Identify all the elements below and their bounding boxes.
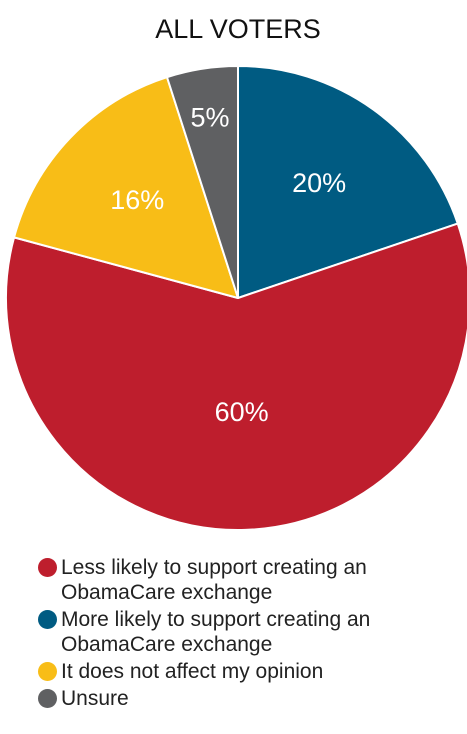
- legend-label: It does not affect my opinion: [61, 660, 324, 683]
- pie-slice: [237, 65, 459, 299]
- legend-swatch: [38, 610, 57, 629]
- legend-swatch: [38, 662, 57, 681]
- pie-slice-label: 16%: [110, 185, 164, 215]
- legend-swatch: [38, 558, 57, 577]
- chart-legend: Less likely to support creating an Obama…: [38, 555, 458, 713]
- legend-item: Less likely to support creating an Obama…: [38, 555, 458, 605]
- legend-item: More likely to support creating an Obama…: [38, 607, 458, 657]
- chart-title: ALL VOTERS: [155, 14, 321, 44]
- pie-slices: [5, 65, 467, 531]
- legend-label: More likely to support creating an Obama…: [61, 608, 371, 656]
- pie-slice: [13, 76, 239, 299]
- legend-label: Less likely to support creating an Obama…: [61, 556, 367, 604]
- pie-slice-labels: 20% 60% 16% 5%: [110, 102, 346, 427]
- legend-item: Unsure: [38, 686, 458, 711]
- legend-item: It does not affect my opinion: [38, 659, 458, 684]
- legend-label: Unsure: [61, 687, 129, 710]
- pie-slice: [165, 65, 239, 299]
- pie-slice-label: 5%: [190, 102, 229, 132]
- pie-slice-label: 20%: [292, 168, 346, 198]
- legend-swatch: [38, 689, 57, 708]
- pie-slice-label: 60%: [215, 397, 269, 427]
- pie-slice: [5, 222, 467, 531]
